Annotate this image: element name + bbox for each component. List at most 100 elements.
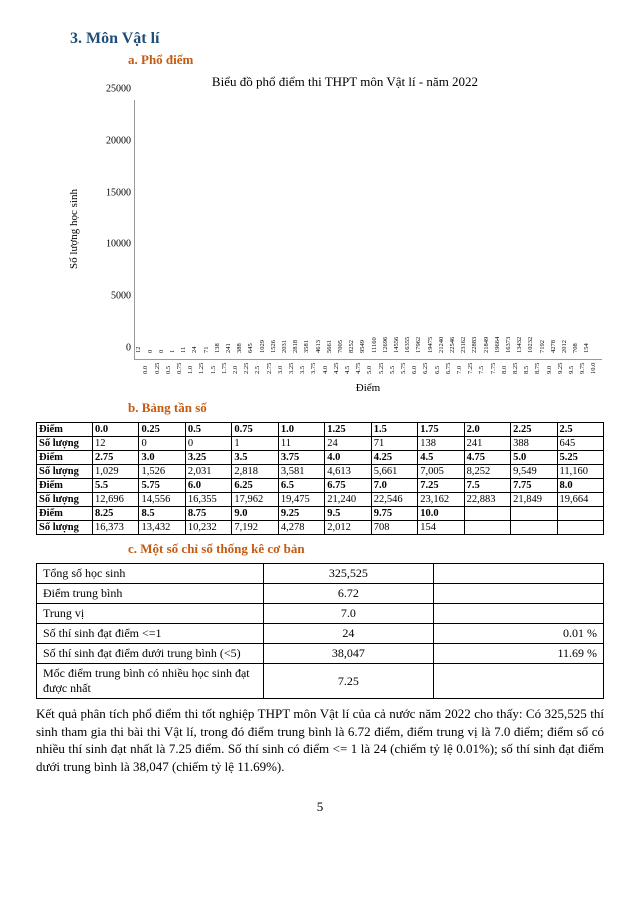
table-cell: 7,192 (232, 521, 278, 535)
chart-x-tick: 2.5 (254, 366, 261, 374)
table-cell: 22,546 (371, 493, 417, 507)
table-cell: 7.0 (371, 479, 417, 493)
table-cell: 16,373 (93, 521, 139, 535)
table-cell: 6.0 (185, 479, 231, 493)
table-cell: 5,661 (371, 465, 417, 479)
chart-x-tick: 9.5 (568, 366, 575, 374)
table-cell: 241 (464, 437, 510, 451)
table-cell: 0.5 (185, 423, 231, 437)
table-cell: 22,883 (464, 493, 510, 507)
chart-x-tick: 1.75 (221, 363, 228, 374)
chart-x-tick: 5.0 (366, 366, 373, 374)
analysis-paragraph: Kết quả phân tích phổ điểm thi tốt nghiệ… (36, 705, 604, 775)
table-cell: 1.0 (278, 423, 324, 437)
stat-value: 325,525 (263, 564, 433, 584)
chart-bar-value: 19475 (427, 337, 434, 353)
table-cell: 23,162 (418, 493, 464, 507)
table-cell: 12,696 (93, 493, 139, 507)
chart-bar-value: 24 (191, 347, 198, 354)
table-cell: 5.25 (557, 451, 603, 465)
row-label: Điểm (37, 451, 93, 465)
table-cell: 0 (139, 437, 185, 451)
table-cell: 3.0 (139, 451, 185, 465)
chart-x-tick: 8.0 (501, 366, 508, 374)
table-cell: 7.25 (418, 479, 464, 493)
table-cell: 12 (93, 437, 139, 451)
chart-bar-value: 12696 (382, 337, 389, 353)
chart-x-tick: 3.75 (310, 363, 317, 374)
chart-x-tick: 8.25 (512, 363, 519, 374)
chart-bar-value: 22883 (471, 337, 478, 353)
chart-x-axis-label: Điểm (134, 382, 602, 394)
stat-percent (433, 604, 603, 624)
table-cell: 6.5 (278, 479, 324, 493)
chart-bar-value: 708 (572, 343, 579, 353)
chart-x-tick: 7.25 (467, 363, 474, 374)
table-cell: 4.0 (325, 451, 371, 465)
table-cell: 2.25 (511, 423, 557, 437)
row-label: Điểm (37, 507, 93, 521)
chart-bar-value: 4278 (550, 340, 557, 353)
chart-bar-value: 9549 (359, 340, 366, 353)
chart-bar-value: 7192 (539, 340, 546, 353)
table-cell: 154 (418, 521, 464, 535)
chart-y-tick: 10000 (93, 239, 131, 250)
chart-bar-value: 1 (169, 350, 176, 353)
table-cell: 19,664 (557, 493, 603, 507)
table-cell: 2.0 (464, 423, 510, 437)
stat-percent (433, 664, 603, 699)
chart-y-tick: 0 (93, 343, 131, 354)
table-cell: 9.5 (325, 507, 371, 521)
table-cell (464, 507, 510, 521)
chart-bar-value: 1029 (259, 340, 266, 353)
table-row: Điểm0.00.250.50.751.01.251.51.752.02.252… (37, 423, 604, 437)
stat-value: 7.0 (263, 604, 433, 624)
chart-bar-value: 241 (225, 343, 232, 353)
table-cell: 7,005 (418, 465, 464, 479)
stat-percent: 0.01 % (433, 624, 603, 644)
table-row: Số lượng12001112471138241388645 (37, 437, 604, 451)
chart-x-tick: 0.5 (165, 366, 172, 374)
table-cell: 9.25 (278, 507, 324, 521)
stat-label: Điểm trung bình (37, 584, 264, 604)
chart-y-tick: 25000 (93, 84, 131, 95)
row-label: Số lượng (37, 465, 93, 479)
table-cell: 2.5 (557, 423, 603, 437)
chart-bar-value: 22546 (449, 337, 456, 353)
table-cell: 4,278 (278, 521, 324, 535)
stat-percent (433, 564, 603, 584)
chart-x-tick: 3.5 (299, 366, 306, 374)
table-cell: 388 (511, 437, 557, 451)
stat-label: Tổng số học sinh (37, 564, 264, 584)
chart-x-tick: 6.5 (434, 366, 441, 374)
table-cell: 2,012 (325, 521, 371, 535)
table-cell (557, 507, 603, 521)
chart-bar-value: 21240 (438, 337, 445, 353)
table-cell: 0.25 (139, 423, 185, 437)
chart-bar-value: 8252 (348, 340, 355, 353)
table-cell: 1.75 (418, 423, 464, 437)
chart-bar-value: 0 (147, 350, 154, 353)
table-cell: 1,029 (93, 465, 139, 479)
statistics-table: Tổng số học sinh325,525Điểm trung bình6.… (36, 563, 604, 699)
table-cell: 7.5 (464, 479, 510, 493)
table-cell: 9.0 (232, 507, 278, 521)
table-cell: 11,160 (557, 465, 603, 479)
table-cell: 3,581 (278, 465, 324, 479)
chart-title: Biểu đồ phổ điểm thi THPT môn Vật lí - n… (86, 74, 604, 90)
subsection-a-label: a. Phổ điểm (128, 52, 604, 68)
table-cell: 8.25 (93, 507, 139, 521)
table-cell: 2,031 (185, 465, 231, 479)
table-cell: 21,849 (511, 493, 557, 507)
chart-y-tick: 5000 (93, 291, 131, 302)
table-cell: 13,432 (139, 521, 185, 535)
chart-x-tick: 2.75 (266, 363, 273, 374)
table-cell: 4.25 (371, 451, 417, 465)
table-cell: 9.75 (371, 507, 417, 521)
chart-x-tick: 7.5 (478, 366, 485, 374)
chart-bar-value: 71 (203, 347, 210, 354)
chart-x-tick: 10.0 (590, 363, 597, 374)
stat-label: Mốc điểm trung bình có nhiều học sinh đạ… (37, 664, 264, 699)
table-cell: 8.5 (139, 507, 185, 521)
table-cell (464, 521, 510, 535)
